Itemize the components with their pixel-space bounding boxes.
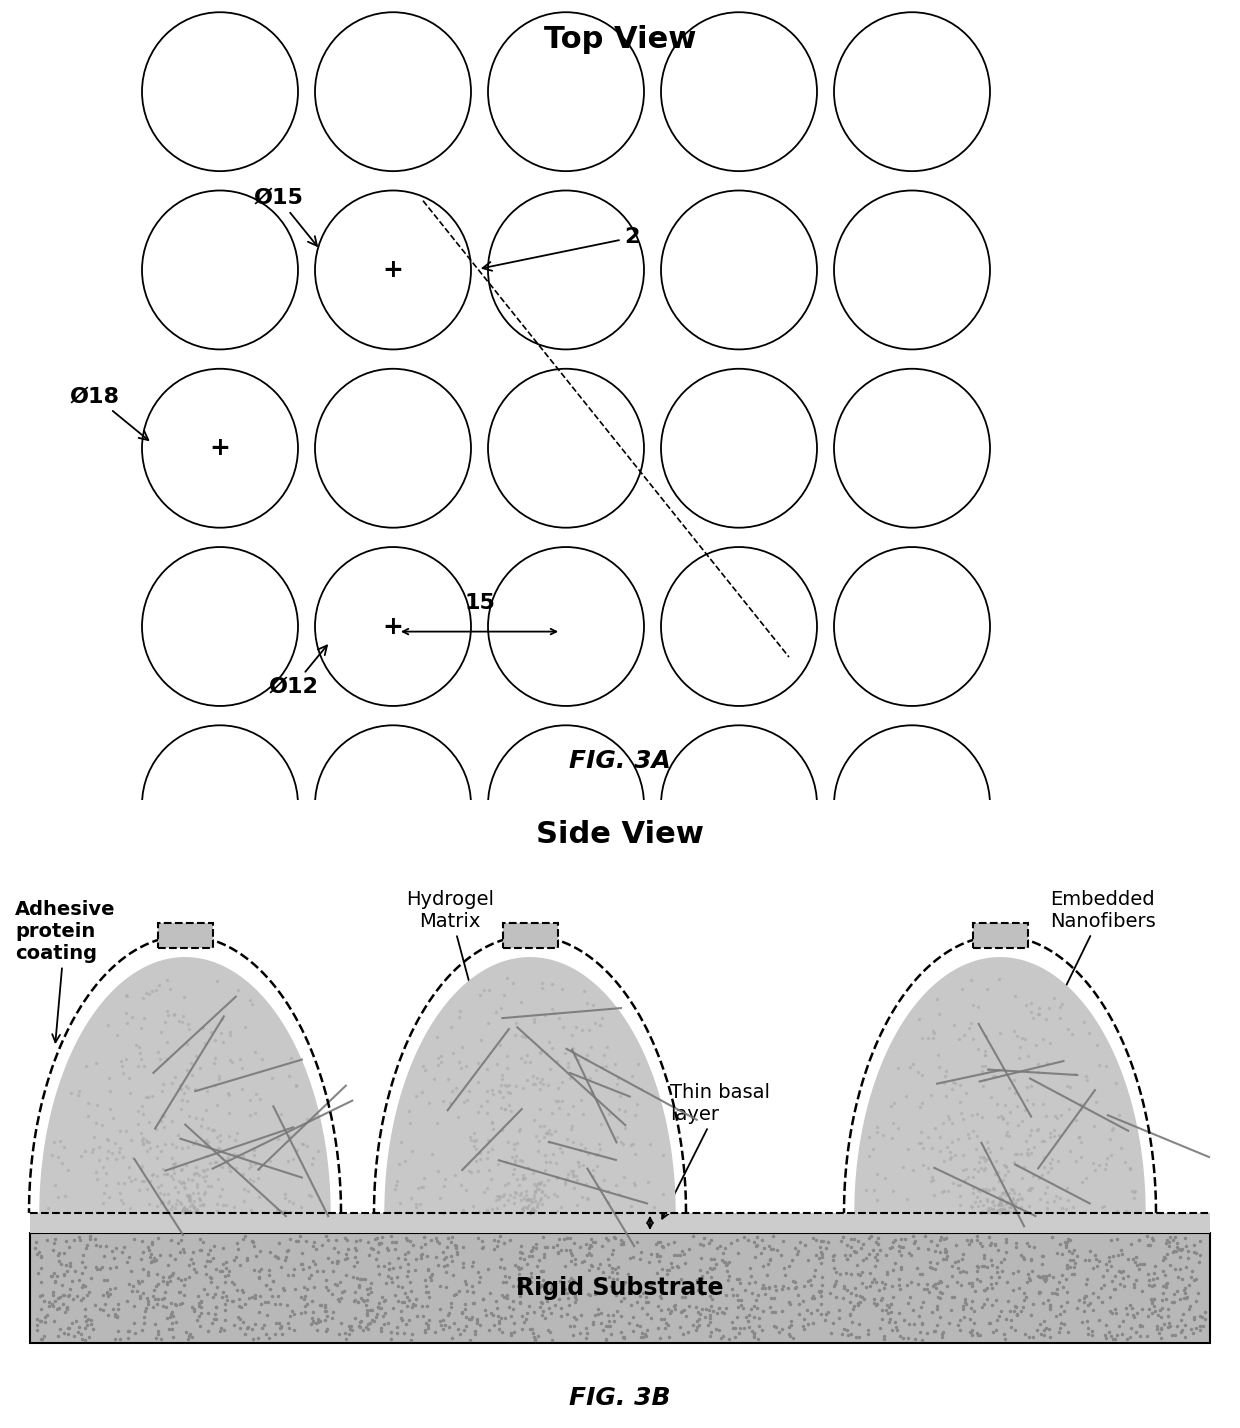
Text: +: + — [210, 436, 231, 460]
Text: +: + — [383, 258, 403, 281]
Text: Ø15: Ø15 — [253, 187, 317, 246]
Text: Ø18: Ø18 — [69, 387, 149, 440]
Bar — [30, 1212, 1210, 1232]
Text: 2: 2 — [482, 227, 640, 271]
Text: Rigid Substrate: Rigid Substrate — [516, 1277, 724, 1299]
Polygon shape — [856, 958, 1145, 1212]
Text: Ø12: Ø12 — [268, 645, 327, 697]
Bar — [30, 1232, 1210, 1342]
Text: +: + — [383, 614, 403, 638]
Text: Thin basal
layer: Thin basal layer — [662, 1082, 770, 1218]
Bar — [972, 924, 1028, 948]
Text: FIG. 3A: FIG. 3A — [569, 748, 671, 773]
Text: Side View: Side View — [536, 820, 704, 848]
Bar — [157, 924, 212, 948]
Text: Adhesive
protein
coating: Adhesive protein coating — [15, 900, 115, 1042]
Bar — [502, 924, 558, 948]
Polygon shape — [40, 958, 330, 1212]
Text: FIG. 3B: FIG. 3B — [569, 1387, 671, 1409]
Text: Embedded
Nanofibers: Embedded Nanofibers — [1032, 890, 1156, 1055]
Text: 15: 15 — [464, 593, 495, 613]
Polygon shape — [384, 958, 675, 1212]
Text: Hydrogel
Matrix: Hydrogel Matrix — [405, 890, 494, 1055]
Text: Top View: Top View — [544, 26, 696, 54]
